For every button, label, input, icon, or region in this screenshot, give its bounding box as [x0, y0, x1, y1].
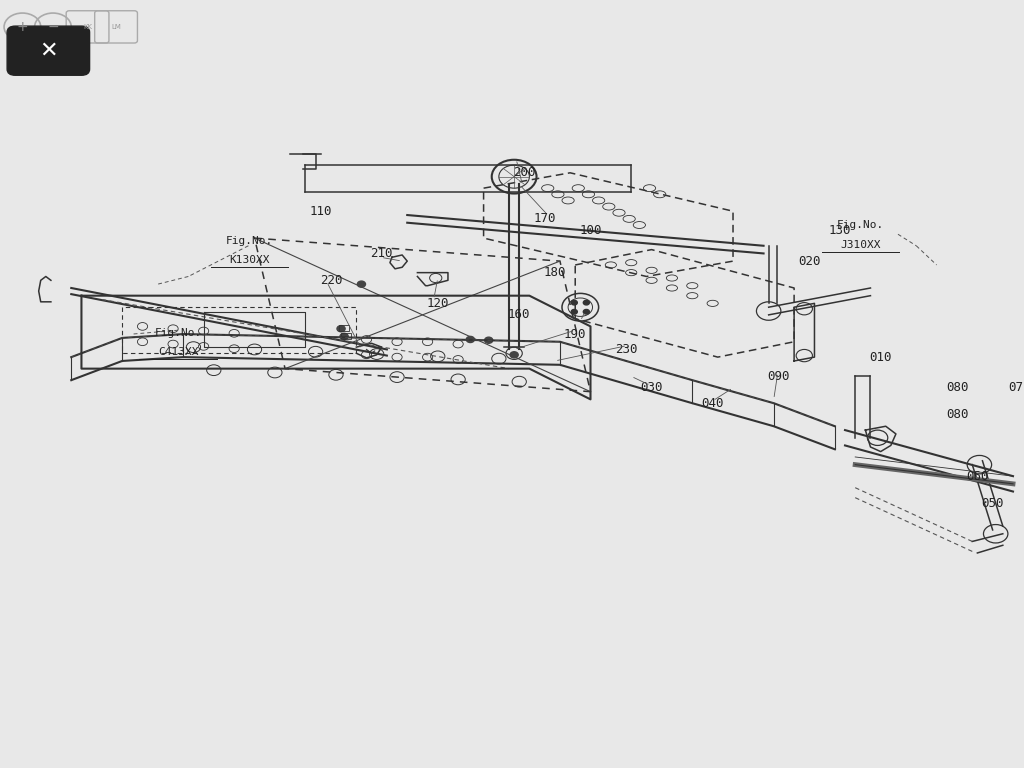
Text: LM: LM — [112, 24, 121, 30]
Text: +: + — [16, 20, 29, 34]
Circle shape — [340, 333, 348, 339]
Text: 170: 170 — [534, 213, 556, 225]
Text: 110: 110 — [309, 205, 332, 217]
Text: ✕: ✕ — [40, 41, 58, 61]
Text: 130: 130 — [828, 224, 851, 237]
Text: K130XX: K130XX — [229, 255, 269, 265]
Circle shape — [357, 281, 366, 287]
Text: 060: 060 — [966, 470, 988, 482]
Circle shape — [584, 310, 590, 314]
Circle shape — [466, 336, 474, 343]
Text: 190: 190 — [564, 328, 587, 340]
Text: 080: 080 — [946, 382, 969, 394]
Circle shape — [571, 310, 578, 314]
Text: Fig.No.: Fig.No. — [155, 328, 202, 338]
Text: Fig.No.: Fig.No. — [837, 220, 884, 230]
Text: C413XX: C413XX — [158, 347, 199, 357]
Text: 180: 180 — [544, 266, 566, 279]
Circle shape — [337, 326, 345, 332]
Text: 120: 120 — [427, 297, 450, 310]
Text: KK: KK — [83, 24, 92, 30]
Bar — [341, 333, 351, 339]
Circle shape — [571, 300, 578, 305]
Text: 080: 080 — [946, 409, 969, 421]
Text: Fig.No.: Fig.No. — [226, 236, 273, 246]
Text: 220: 220 — [319, 274, 342, 286]
Text: 050: 050 — [981, 497, 1004, 509]
Text: 040: 040 — [701, 397, 724, 409]
Text: 090: 090 — [768, 370, 791, 382]
Text: 230: 230 — [614, 343, 637, 356]
Text: −: − — [47, 20, 58, 34]
FancyBboxPatch shape — [7, 26, 89, 75]
Bar — [339, 325, 349, 331]
Circle shape — [510, 352, 518, 358]
Text: 210: 210 — [371, 247, 393, 260]
Circle shape — [484, 337, 493, 343]
Text: 160: 160 — [508, 309, 530, 321]
Text: 010: 010 — [869, 351, 892, 363]
Text: 07: 07 — [1009, 382, 1024, 394]
Circle shape — [584, 300, 590, 305]
Text: 200: 200 — [513, 167, 536, 179]
Text: 100: 100 — [580, 224, 602, 237]
Text: J310XX: J310XX — [840, 240, 881, 250]
Text: 030: 030 — [640, 382, 663, 394]
Text: 020: 020 — [798, 255, 820, 267]
